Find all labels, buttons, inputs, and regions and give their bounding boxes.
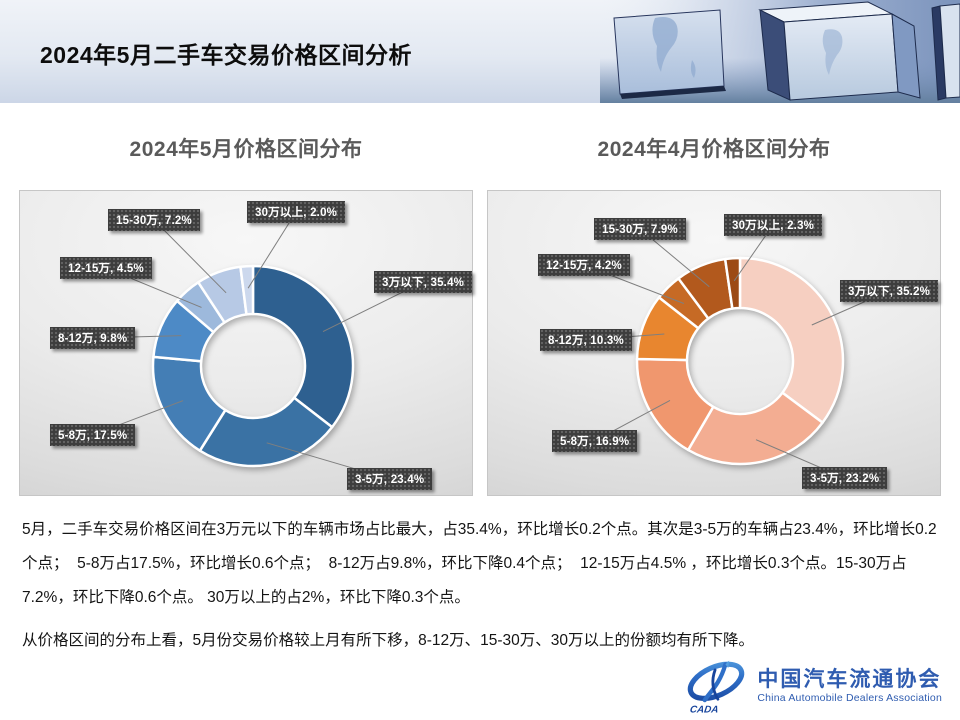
decorative-cubes-image <box>600 0 960 103</box>
slice-callout-label: 5-8万, 17.5% <box>50 424 136 446</box>
callout-leader-line <box>153 219 227 294</box>
chart-title-april: 2024年4月价格区间分布 <box>597 138 831 161</box>
slice-callout-label: 5-8万, 16.9% <box>552 430 638 452</box>
slice-callout-label: 30万以上, 2.0% <box>247 201 346 223</box>
footer-org-names: 中国汽车流通协会 China Automobile Dealers Associ… <box>757 668 942 704</box>
donut-svg <box>583 224 890 479</box>
header: 2024年5月二手车交易价格区间分析 <box>0 0 960 103</box>
footer-brand: CADA 中国汽车流通协会 China Automobile Dealers A… <box>683 657 942 715</box>
slice-callout-label: 12-15万, 4.5% <box>60 257 152 279</box>
callout-leader-line <box>247 211 297 289</box>
donut-svg <box>92 211 424 480</box>
donut-slice-30万以上 <box>723 256 742 310</box>
donut-chart-april: 3万以下, 35.2% 3-5万, 23.2% 5-8万, 16.9% 8-12万, … <box>487 190 941 496</box>
slice-callout-label: 3万以下, 35.4% <box>374 271 473 293</box>
charts-row: 2024年5月价格区间分布 3万以下, 35.4% 3-5万, 23.4% 5-8万… <box>0 103 960 496</box>
org-name-english: China Automobile Dealers Association <box>757 692 942 704</box>
cada-logo-icon: CADA <box>688 660 745 715</box>
slice-callout-label: 12-15万, 4.2% <box>538 254 630 276</box>
slice-callout-label: 15-30万, 7.9% <box>594 218 686 240</box>
page-title: 2024年5月二手车交易价格区间分析 <box>40 42 412 68</box>
donut-slice-3-5万 <box>198 396 334 468</box>
slice-callout-label: 8-12万, 9.8% <box>50 327 136 349</box>
analysis-paragraph-1: 5月，二手车交易价格区间在3万元以下的车辆市场占比最大，占35.4%，环比增长0… <box>22 521 937 606</box>
analysis-text: 5月，二手车交易价格区间在3万元以下的车辆市场占比最大，占35.4%，环比增长0… <box>22 513 938 658</box>
chart-title-may: 2024年5月价格区间分布 <box>129 138 363 161</box>
donut-slice-3万以下 <box>738 256 845 424</box>
slice-callout-label: 8-12万, 10.3% <box>540 329 632 351</box>
org-name-chinese: 中国汽车流通协会 <box>757 668 942 691</box>
svg-text:CADA: CADA <box>689 704 719 715</box>
analysis-paragraph-2: 从价格区间的分布上看，5月份交易价格较上月有所下移，8-12万、15-30万、3… <box>22 632 755 649</box>
donut-slice-3万以下 <box>251 264 355 429</box>
slice-callout-label: 30万以上, 2.3% <box>724 214 823 236</box>
chart-column-may: 2024年5月价格区间分布 3万以下, 35.4% 3-5万, 23.4% 5-8万… <box>19 103 473 496</box>
slice-callout-label: 15-30万, 7.2% <box>108 209 200 231</box>
chart-column-april: 2024年4月价格区间分布 3万以下, 35.2% 3-5万, 23.2% 5-8万… <box>487 103 941 496</box>
slice-callout-label: 3-5万, 23.4% <box>347 468 433 490</box>
donut-chart-may: 3万以下, 35.4% 3-5万, 23.4% 5-8万, 17.5% 8-12万, … <box>19 190 473 496</box>
donut-slice-30万以上 <box>239 264 255 316</box>
slice-callout-label: 3-5万, 23.2% <box>802 467 888 489</box>
donut-slice-3-5万 <box>686 391 824 466</box>
slice-callout-label: 3万以下, 35.2% <box>840 280 939 302</box>
